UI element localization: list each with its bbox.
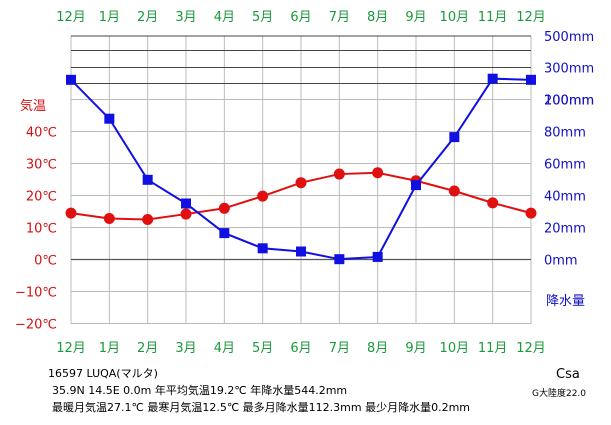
temperature-point	[180, 208, 192, 220]
month-label-top: 3月	[175, 10, 196, 25]
precipitation-upper-tick-label: 500mm	[544, 30, 594, 45]
month-label-bottom: 2月	[137, 341, 158, 356]
series-layer	[65, 73, 537, 265]
temperature-point	[372, 167, 384, 179]
temperature-point	[333, 168, 345, 180]
precipitation-tick-label: 100mm	[544, 94, 594, 109]
month-label-bottom: 7月	[329, 341, 350, 356]
month-label-top: 10月	[440, 10, 470, 25]
precipitation-point	[526, 74, 536, 85]
month-label-bottom: 4月	[214, 341, 235, 356]
precipitation-tick-label: 60mm	[544, 158, 586, 173]
station-summary: 35.9N 14.5E 0.0m 年平均気温19.2℃ 年降水量544.2mm	[52, 383, 347, 397]
temperature-point	[257, 190, 269, 202]
month-label-top: 2月	[137, 10, 158, 25]
precipitation-upper-tick-label: 300mm	[544, 62, 594, 77]
temperature-axis-label: 気温	[20, 98, 46, 114]
temperature-point	[142, 214, 154, 225]
precipitation-point	[181, 198, 191, 209]
precipitation-point	[449, 132, 460, 143]
month-label-bottom: 11月	[478, 341, 508, 356]
precipitation-point	[487, 73, 498, 84]
temperature-tick-label: 10℃	[26, 222, 57, 237]
station-extremes: 最暖月気温27.1℃ 最寒月気温12.5℃ 最多月降水量112.3mm 最少月降…	[52, 400, 470, 414]
temperature-axis-ticks: 40℃ 30℃ 20℃ 10℃ 0℃ −10℃ −20℃	[15, 126, 57, 333]
bottom-month-labels: 12月 1月 2月 3月 4月 5月 6月 7月 8月 9月 10月 11月 12月	[56, 341, 546, 356]
precipitation-point	[219, 228, 230, 239]
month-label-top: 9月	[405, 10, 426, 25]
precipitation-point	[411, 180, 421, 191]
temperature-point	[218, 202, 230, 214]
month-label-bottom: 6月	[290, 341, 311, 356]
temperature-point	[295, 177, 307, 189]
month-label-bottom: 3月	[175, 341, 196, 356]
precipitation-axis-ticks: 100mm 80mm 60mm 40mm 20mm 0mm 500mm 300mm 200mm	[544, 30, 594, 269]
grid	[70, 35, 532, 324]
precipitation-point	[296, 246, 306, 257]
month-label-top: 8月	[367, 10, 388, 25]
temperature-point	[525, 207, 537, 219]
precipitation-tick-label: 80mm	[544, 126, 586, 141]
month-label-top: 7月	[329, 10, 350, 25]
temperature-tick-label: −10℃	[15, 286, 57, 301]
precipitation-point	[104, 113, 115, 124]
top-month-labels: 12月 1月 2月 3月 4月 5月 6月 7月 8月 9月 10月 11月 12月	[56, 10, 546, 25]
temperature-point	[65, 207, 77, 219]
month-label-bottom: 12月	[516, 341, 546, 356]
station-name: 16597 LUQA(マルタ)	[48, 367, 158, 380]
temperature-tick-label: 40℃	[26, 126, 57, 141]
temperature-point	[487, 197, 499, 209]
precipitation-tick-label: 40mm	[544, 190, 586, 205]
precipitation-tick-label: 0mm	[544, 254, 578, 269]
precipitation-point	[334, 254, 345, 265]
temperature-point	[103, 213, 115, 225]
temperature-tick-label: 0℃	[34, 254, 57, 269]
month-label-bottom: 1月	[99, 341, 120, 356]
month-label-top: 12月	[516, 10, 546, 25]
month-label-top: 4月	[214, 10, 235, 25]
temperature-tick-label: 20℃	[26, 190, 57, 205]
month-label-bottom: 12月	[56, 341, 86, 356]
precipitation-point	[372, 251, 383, 262]
month-label-top: 6月	[290, 10, 311, 25]
month-label-bottom: 9月	[405, 341, 426, 356]
month-label-top: 1月	[99, 10, 120, 25]
month-label-bottom: 8月	[367, 341, 388, 356]
continentality: G大陸度22.0	[532, 387, 586, 399]
precipitation-upper-tick-label: 200mm	[544, 94, 594, 109]
temperature-tick-label: −20℃	[15, 318, 57, 333]
month-label-top: 12月	[56, 10, 86, 25]
month-label-bottom: 10月	[440, 341, 470, 356]
month-label-top: 11月	[478, 10, 508, 25]
precipitation-tick-label: 20mm	[544, 222, 586, 237]
precipitation-axis-label: 降水量	[546, 294, 585, 309]
month-label-bottom: 5月	[252, 341, 273, 356]
temperature-point	[448, 185, 460, 197]
precipitation-point	[66, 74, 76, 85]
month-label-top: 5月	[252, 10, 273, 25]
precipitation-point	[142, 174, 153, 185]
precipitation-point	[257, 243, 268, 254]
climate-class: Csa	[556, 367, 580, 382]
temperature-tick-label: 30℃	[26, 158, 57, 173]
